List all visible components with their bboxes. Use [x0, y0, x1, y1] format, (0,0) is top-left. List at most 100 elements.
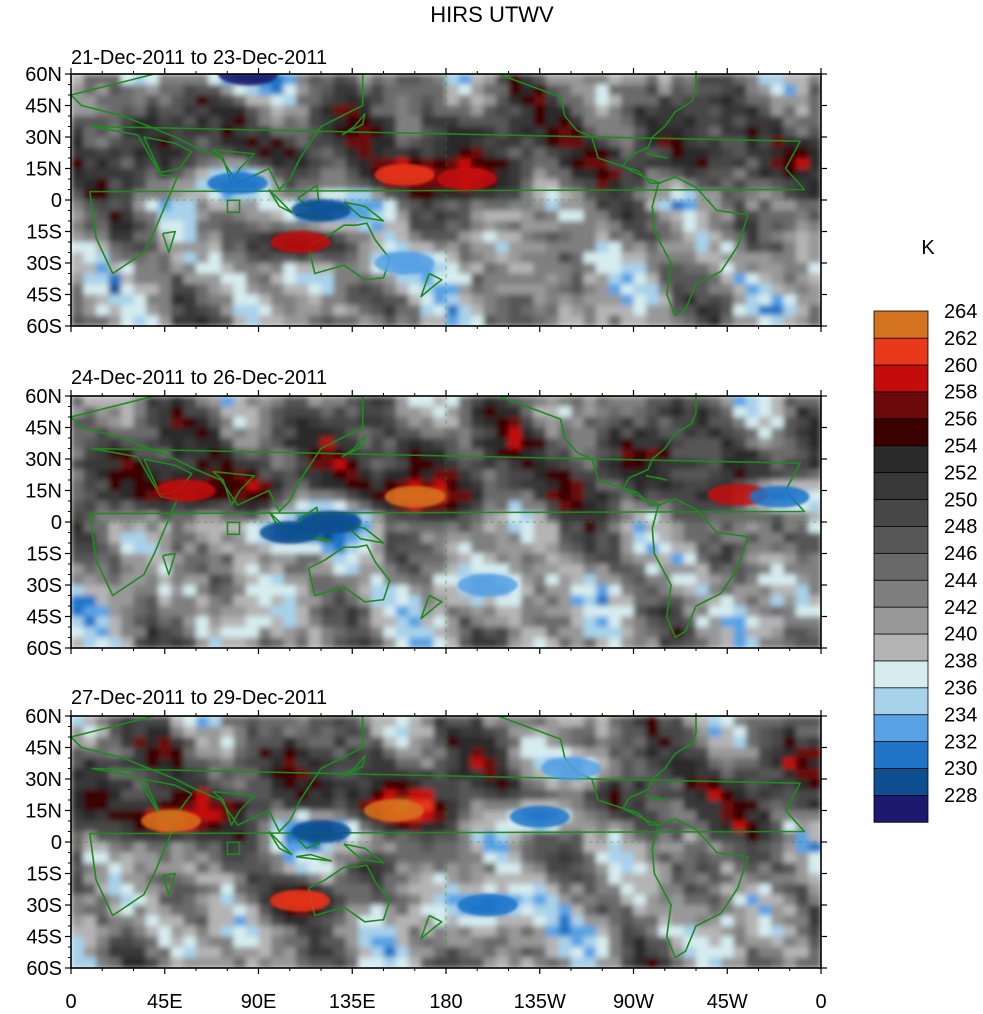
- field-cell: [146, 95, 160, 107]
- field-cell: [458, 242, 472, 254]
- field-cell: [321, 315, 335, 326]
- field-cell: [71, 511, 85, 523]
- field-cell: [196, 315, 210, 326]
- field-cell: [308, 448, 322, 460]
- field-cell: [271, 637, 285, 648]
- field-cell: [471, 863, 485, 875]
- field-cell: [496, 200, 510, 212]
- field-cell: [733, 511, 747, 523]
- field-cell: [458, 210, 472, 222]
- field-cell: [521, 231, 535, 243]
- field-cell: [583, 821, 597, 833]
- field-cell: [283, 842, 297, 854]
- field-cell: [283, 884, 297, 896]
- field-cell: [708, 574, 722, 586]
- field-cell: [296, 126, 310, 138]
- field-cell: [721, 716, 735, 728]
- field-cell: [371, 821, 385, 833]
- field-cell: [321, 779, 335, 791]
- field-cell: [796, 74, 810, 86]
- field-cell: [71, 480, 85, 492]
- field-cell: [121, 95, 135, 107]
- field-cell: [596, 595, 610, 607]
- field-cell: [621, 627, 635, 639]
- field-cell: [771, 606, 785, 618]
- field-cell: [621, 789, 635, 801]
- field-cell: [433, 936, 447, 948]
- field-cell: [771, 522, 785, 534]
- field-cell: [408, 396, 422, 408]
- colorbar-labels: 2282302322342362382402422442462482502522…: [944, 301, 977, 807]
- field-cell: [246, 606, 260, 618]
- field-cell: [483, 926, 497, 938]
- field-cell: [471, 852, 485, 864]
- field-cell: [108, 936, 122, 948]
- field-cell: [396, 789, 410, 801]
- field-cell: [746, 231, 760, 243]
- field-cell: [396, 926, 410, 938]
- field-cell: [608, 821, 622, 833]
- field-cell: [758, 737, 772, 749]
- field-cell: [383, 210, 397, 222]
- field-cell: [146, 726, 160, 738]
- field-cell: [671, 74, 685, 86]
- field-cell: [483, 863, 497, 875]
- field-cell: [746, 716, 760, 728]
- field-cell: [596, 284, 610, 296]
- field-cell: [333, 564, 347, 576]
- field-cell: [558, 179, 572, 191]
- field-cell: [446, 242, 460, 254]
- field-cell: [696, 884, 710, 896]
- field-cell: [721, 800, 735, 812]
- field-cell: [458, 396, 472, 408]
- field-cell: [471, 926, 485, 938]
- field-cell: [746, 147, 760, 159]
- field-cell: [583, 831, 597, 843]
- field-cell: [121, 532, 135, 544]
- field-cell: [321, 606, 335, 618]
- field-cell: [408, 95, 422, 107]
- field-cell: [433, 852, 447, 864]
- field-cell: [433, 231, 447, 243]
- field-cell: [483, 406, 497, 418]
- field-cell: [446, 637, 460, 648]
- field-cell: [133, 147, 147, 159]
- field-cell: [808, 210, 821, 222]
- field-cell: [746, 957, 760, 968]
- field-cell: [183, 200, 197, 212]
- field-cell: [246, 747, 260, 759]
- field-cell: [483, 105, 497, 117]
- field-cell: [508, 168, 522, 180]
- field-cell: [746, 852, 760, 864]
- field-cell: [321, 438, 335, 450]
- field-cell: [746, 84, 760, 96]
- field-cell: [483, 147, 497, 159]
- field-cell: [733, 252, 747, 264]
- colorbar-label: 234: [944, 704, 977, 726]
- field-cell: [233, 894, 247, 906]
- field-cell: [521, 926, 535, 938]
- feature-warm: [270, 889, 331, 912]
- field-cell: [658, 737, 672, 749]
- field-cell: [208, 863, 222, 875]
- field-cell: [533, 543, 547, 555]
- field-cell: [383, 315, 397, 326]
- field-cell: [333, 595, 347, 607]
- field-cell: [171, 926, 185, 938]
- field-cell: [808, 294, 821, 306]
- field-cell: [171, 831, 185, 843]
- field-cell: [383, 737, 397, 749]
- coastline-cuba: [645, 475, 668, 481]
- field-cell: [596, 231, 610, 243]
- field-cell: [358, 469, 372, 481]
- field-cell: [358, 438, 372, 450]
- field-cell: [271, 852, 285, 864]
- field-cell: [121, 716, 135, 728]
- field-cell: [671, 252, 685, 264]
- field-cell: [396, 726, 410, 738]
- field-cell: [758, 947, 772, 959]
- field-cell: [96, 84, 110, 96]
- field-cell: [333, 242, 347, 254]
- field-cell: [183, 417, 197, 429]
- field-cell: [646, 747, 660, 759]
